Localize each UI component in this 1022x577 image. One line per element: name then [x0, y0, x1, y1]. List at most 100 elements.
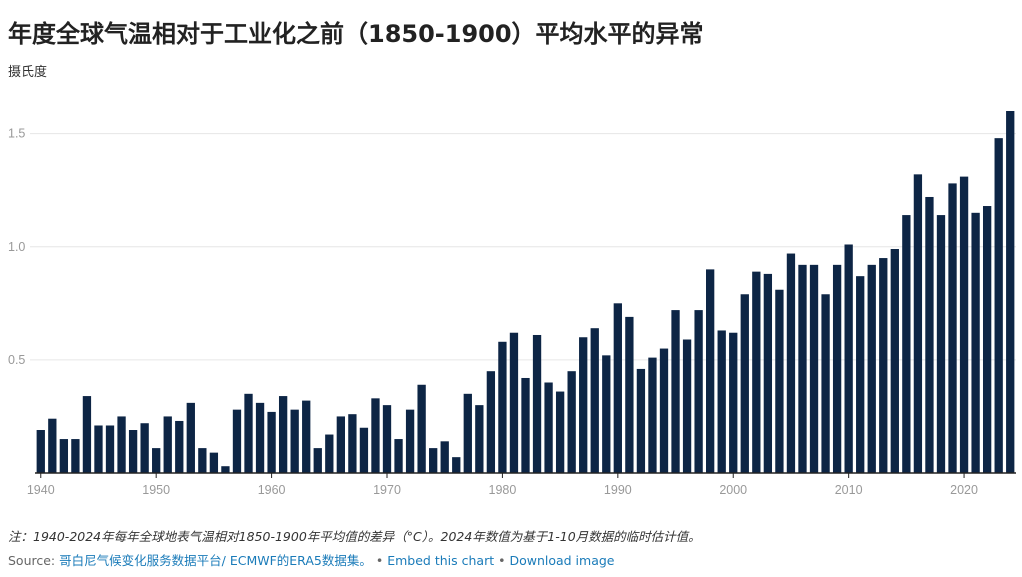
x-tick-label: 1950: [142, 483, 170, 497]
bar-1974[interactable]: [429, 448, 438, 473]
bar-1962[interactable]: [290, 409, 299, 473]
bar-2022[interactable]: [982, 206, 992, 473]
bar-1942[interactable]: [59, 439, 69, 473]
bar-2008[interactable]: [821, 294, 830, 473]
bar-2010[interactable]: [844, 244, 853, 473]
bar-2005[interactable]: [786, 253, 796, 473]
bar-1973[interactable]: [417, 384, 426, 473]
bar-1995[interactable]: [671, 310, 680, 473]
bar-2021[interactable]: [971, 212, 980, 473]
bar-1957[interactable]: [232, 409, 242, 473]
bar-2018[interactable]: [936, 215, 946, 473]
bar-2015[interactable]: [902, 215, 911, 473]
bar-2004[interactable]: [775, 289, 784, 473]
bar-2001[interactable]: [740, 294, 749, 473]
bar-2003[interactable]: [763, 273, 773, 473]
bar-1996[interactable]: [682, 339, 692, 473]
bar-1972[interactable]: [405, 409, 415, 473]
bar-1982[interactable]: [521, 377, 530, 473]
bar-1950[interactable]: [152, 448, 161, 473]
y-tick-label: 0.5: [8, 353, 25, 367]
bar-2009[interactable]: [832, 264, 842, 473]
bar-1993[interactable]: [648, 357, 657, 473]
bar-2013[interactable]: [879, 258, 888, 473]
bar-1948[interactable]: [128, 430, 138, 473]
bar-2007[interactable]: [809, 264, 819, 473]
bar-1960[interactable]: [267, 411, 276, 473]
separator-dot: •: [498, 553, 506, 568]
bar-1988[interactable]: [590, 328, 599, 473]
bar-1981[interactable]: [509, 332, 519, 473]
bar-1964[interactable]: [313, 448, 322, 473]
bar-1978[interactable]: [475, 405, 484, 474]
embed-chart-link[interactable]: Embed this chart: [387, 553, 495, 568]
bar-2016[interactable]: [913, 174, 923, 473]
bar-1987[interactable]: [579, 337, 588, 473]
bar-1999[interactable]: [717, 330, 726, 473]
bar-1970[interactable]: [382, 405, 392, 474]
separator-dot: •: [375, 553, 384, 568]
bar-1963[interactable]: [302, 400, 311, 473]
bar-1949[interactable]: [140, 423, 149, 473]
bar-2023[interactable]: [994, 138, 1003, 473]
bar-1979[interactable]: [486, 371, 496, 473]
bar-1952[interactable]: [175, 420, 184, 473]
bar-1985[interactable]: [555, 391, 565, 473]
bar-1991[interactable]: [625, 316, 634, 473]
bar-1971[interactable]: [394, 439, 403, 473]
bar-1961[interactable]: [278, 396, 288, 473]
bar-1989[interactable]: [602, 355, 611, 473]
x-tick-label: 2010: [835, 483, 863, 497]
source-line: Source: 哥白尼气候变化服务数据平台/ ECMWF的ERA5数据集。 • …: [8, 550, 615, 569]
bar-2020[interactable]: [959, 176, 969, 474]
bar-2011[interactable]: [856, 276, 865, 473]
bar-1943[interactable]: [71, 439, 80, 473]
bar-1990[interactable]: [613, 303, 622, 473]
bar-1944[interactable]: [82, 396, 92, 473]
bar-1976[interactable]: [452, 457, 461, 473]
bar-1977[interactable]: [463, 393, 472, 473]
bar-1954[interactable]: [198, 448, 207, 473]
bar-2006[interactable]: [798, 264, 807, 473]
bar-1945[interactable]: [94, 425, 103, 473]
x-tick-label: 1970: [373, 483, 401, 497]
bar-2017[interactable]: [925, 196, 934, 474]
bar-1969[interactable]: [371, 398, 380, 473]
bar-2012[interactable]: [867, 264, 876, 473]
bar-1965[interactable]: [325, 434, 334, 473]
bar-1956[interactable]: [221, 466, 230, 473]
bar-1997[interactable]: [694, 310, 703, 473]
bar-1975[interactable]: [440, 441, 449, 473]
bar-1998[interactable]: [706, 269, 715, 474]
bar-1983[interactable]: [532, 334, 542, 473]
bar-1994[interactable]: [659, 348, 669, 473]
bar-1940[interactable]: [36, 430, 45, 473]
bar-1958[interactable]: [244, 393, 253, 473]
bar-1968[interactable]: [359, 427, 369, 473]
x-tick-label: 1980: [489, 483, 517, 497]
bar-1947[interactable]: [117, 416, 126, 473]
x-tick-label: 2020: [950, 483, 978, 497]
bar-2019[interactable]: [948, 183, 957, 473]
bar-2024[interactable]: [1006, 111, 1015, 473]
bar-1966[interactable]: [336, 416, 345, 473]
bar-1967[interactable]: [348, 414, 357, 473]
bar-2002[interactable]: [752, 271, 761, 473]
download-image-link[interactable]: Download image: [509, 553, 615, 568]
bar-1984[interactable]: [544, 382, 553, 474]
bar-2000[interactable]: [729, 332, 738, 473]
bar-1955[interactable]: [209, 452, 219, 473]
bar-1986[interactable]: [567, 371, 576, 473]
x-tick-label: 2000: [719, 483, 747, 497]
bar-1946[interactable]: [105, 425, 115, 473]
bar-1941[interactable]: [48, 418, 57, 473]
bar-1953[interactable]: [186, 402, 195, 473]
source-link[interactable]: 哥白尼气候变化服务数据平台/ ECMWF的ERA5数据集。: [59, 553, 372, 568]
bar-1959[interactable]: [255, 402, 265, 473]
x-tick-label: 1940: [27, 483, 55, 497]
bar-1980[interactable]: [498, 341, 507, 473]
bar-1951[interactable]: [163, 416, 172, 473]
bar-1992[interactable]: [636, 368, 646, 473]
bar-2014[interactable]: [890, 249, 899, 473]
